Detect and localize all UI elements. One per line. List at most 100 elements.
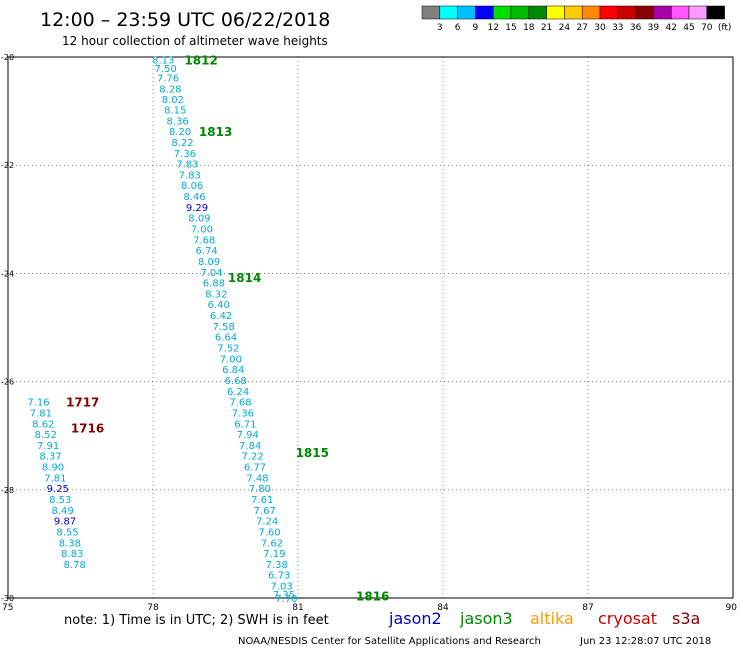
wave-height-label: 8.36 <box>167 116 189 127</box>
wave-height-label: 6.71 <box>234 419 256 430</box>
footer-credit: NOAA/NESDIS Center for Satellite Applica… <box>238 636 541 647</box>
wave-height-label: 7.81 <box>44 473 66 484</box>
wave-height-label: 7.91 <box>37 441 59 452</box>
scale-label: (ft) <box>718 23 732 33</box>
scale-label: 12 <box>487 23 498 33</box>
wave-height-label: 7.67 <box>254 506 276 517</box>
time-label: 1812 <box>184 54 217 68</box>
x-tick-label: 75 <box>2 603 13 613</box>
scale-label: 18 <box>523 23 535 33</box>
wave-height-label: 8.55 <box>56 527 78 538</box>
wave-height-label: 7.83 <box>179 170 201 181</box>
wave-height-label: 7.50 <box>154 64 176 75</box>
wave-height-label: 7.68 <box>193 235 215 246</box>
time-label: 1814 <box>228 271 261 285</box>
wave-height-label: 8.06 <box>181 181 203 192</box>
wave-height-label: 6.40 <box>208 300 230 311</box>
wave-height-label: 8.62 <box>32 419 54 430</box>
wave-height-label: 7.16 <box>27 398 49 409</box>
satellite-legend-item: cryosat <box>598 609 657 628</box>
wave-height-label: 8.02 <box>162 95 184 106</box>
wave-height-label: 8.53 <box>49 495 71 506</box>
wave-height-label: 7.60 <box>258 527 280 538</box>
scale-label: 39 <box>648 23 660 33</box>
wave-height-label: 7.00 <box>220 354 242 365</box>
scale-swatch <box>617 5 636 20</box>
scale-label: 70 <box>701 23 713 33</box>
wave-height-label: 7.22 <box>241 452 263 463</box>
wave-height-label: 8.37 <box>39 452 61 463</box>
wave-height-label: 6.77 <box>244 463 266 474</box>
satellite-legend-item: s3a <box>672 609 700 628</box>
scale-label: 6 <box>455 23 461 33</box>
scale-swatch <box>528 5 547 20</box>
wave-height-label: 7.81 <box>30 408 52 419</box>
scale-swatch <box>510 5 530 20</box>
x-tick-label: 87 <box>582 603 593 613</box>
wave-height-label: 7.84 <box>239 441 261 452</box>
scale-label: 45 <box>683 23 694 33</box>
scale-swatch <box>457 5 476 20</box>
y-tick-label: -26 <box>1 378 14 387</box>
wave-height-label: 7.80 <box>249 484 271 495</box>
time-label: 1813 <box>199 125 232 139</box>
scale-swatch <box>670 5 690 20</box>
wave-height-label: 8.46 <box>183 192 205 203</box>
scale-swatch <box>706 5 725 20</box>
scale-swatch <box>421 5 441 20</box>
scale-swatch <box>635 5 654 20</box>
axis-ticks: 75 78 81 84 87 90 -20 -22 -24 -26 -28 -30 <box>1 53 737 613</box>
wave-height-label: 8.32 <box>205 289 227 300</box>
wave-height-label: 9.87 <box>54 517 76 528</box>
scale-swatch <box>653 5 672 20</box>
satellite-legend-item: jason2 <box>388 609 442 628</box>
wave-height-label: 7.58 <box>212 322 234 333</box>
satellite-legend: jason2 jason3 altika cryosat s3a <box>388 609 700 628</box>
wave-height-label: 8.28 <box>159 84 181 95</box>
wave-height-label: 7.61 <box>251 495 273 506</box>
scale-swatch <box>492 5 512 20</box>
time-label: 1816 <box>356 589 389 603</box>
satellite-legend-item: altika <box>530 609 574 628</box>
scale-label: 30 <box>594 23 606 33</box>
wave-height-label: 7.68 <box>229 398 251 409</box>
color-scale-legend: 3 6 9 12 15 18 21 24 27 30 33 36 39 42 45 70 (ft) <box>421 5 732 33</box>
wave-height-label: 7.03 <box>270 582 292 593</box>
wave-height-label: 6.64 <box>215 333 237 344</box>
wave-height-label: 7.19 <box>263 549 285 560</box>
wave-height-label: 8.15 <box>164 105 186 116</box>
wave-height-label: 6.24 <box>227 387 249 398</box>
wave-height-label: 8.49 <box>52 506 74 517</box>
wave-height-label: 8.20 <box>169 127 191 138</box>
scale-swatch <box>581 5 601 20</box>
scale-swatch <box>688 5 708 20</box>
satellite-legend-item: jason3 <box>459 609 513 628</box>
wave-height-label: 7.83 <box>176 160 198 171</box>
wave-height-label: 8.22 <box>171 138 193 149</box>
wave-height-label: 9.29 <box>186 203 208 214</box>
wave-height-label: 7.36 <box>174 149 196 160</box>
x-tick-label: 81 <box>292 603 303 613</box>
scale-swatch <box>599 5 619 20</box>
footer-timestamp: Jun 23 12:28:07 UTC 2018 <box>579 636 711 647</box>
x-tick-label: 78 <box>147 603 159 613</box>
data-points: 8.137.507.768.288.028.158.368.208.227.36… <box>27 54 389 605</box>
wave-height-label: 7.24 <box>256 517 278 528</box>
wave-height-label: 7.00 <box>191 224 213 235</box>
wave-height-label: 6.84 <box>222 365 244 376</box>
plot-frame <box>7 56 734 599</box>
wave-height-label: 8.13 <box>152 56 174 67</box>
wave-height-label: 7.76 <box>157 74 179 85</box>
wave-height-label: 6.42 <box>210 311 232 322</box>
wave-height-label: 7.70 <box>275 594 297 605</box>
wave-height-label: 9.25 <box>47 484 69 495</box>
time-label: 1716 <box>71 422 104 436</box>
wave-height-label: 6.88 <box>203 279 225 290</box>
footer-note: note: 1) Time is in UTC; 2) SWH is in fe… <box>64 613 329 628</box>
time-label: 1815 <box>296 446 329 460</box>
scale-label: 9 <box>473 23 479 33</box>
plot-grid <box>7 56 734 599</box>
y-tick-label: -28 <box>1 486 14 495</box>
scale-label: 3 <box>437 23 443 33</box>
wave-height-label: 7.48 <box>246 473 268 484</box>
